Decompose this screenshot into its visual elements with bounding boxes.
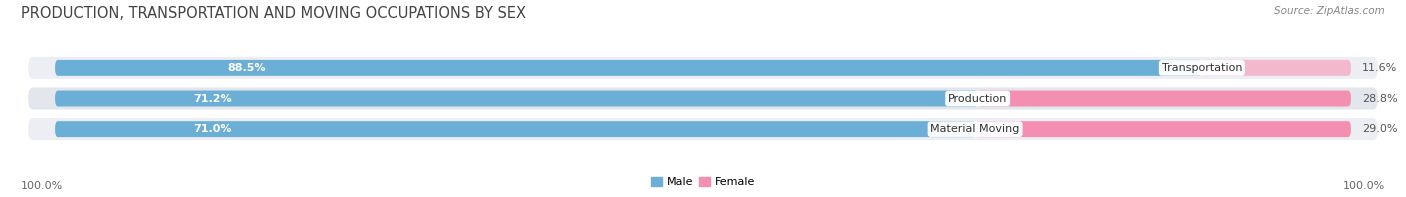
- FancyBboxPatch shape: [977, 91, 1351, 106]
- FancyBboxPatch shape: [28, 118, 1378, 140]
- Text: 100.0%: 100.0%: [21, 181, 63, 191]
- Legend: Male, Female: Male, Female: [647, 172, 759, 191]
- FancyBboxPatch shape: [55, 60, 1202, 76]
- FancyBboxPatch shape: [28, 57, 1378, 79]
- FancyBboxPatch shape: [55, 91, 977, 106]
- Text: Source: ZipAtlas.com: Source: ZipAtlas.com: [1274, 6, 1385, 16]
- FancyBboxPatch shape: [55, 121, 976, 137]
- Text: Transportation: Transportation: [1161, 63, 1241, 73]
- Text: 100.0%: 100.0%: [1343, 181, 1385, 191]
- FancyBboxPatch shape: [976, 121, 1351, 137]
- Text: 88.5%: 88.5%: [228, 63, 266, 73]
- Text: Material Moving: Material Moving: [931, 124, 1019, 134]
- Text: Production: Production: [948, 94, 1007, 103]
- Text: PRODUCTION, TRANSPORTATION AND MOVING OCCUPATIONS BY SEX: PRODUCTION, TRANSPORTATION AND MOVING OC…: [21, 6, 526, 21]
- Text: 71.2%: 71.2%: [194, 94, 232, 103]
- Text: 11.6%: 11.6%: [1361, 63, 1398, 73]
- FancyBboxPatch shape: [1201, 60, 1351, 76]
- Text: 29.0%: 29.0%: [1361, 124, 1398, 134]
- Text: 71.0%: 71.0%: [193, 124, 232, 134]
- FancyBboxPatch shape: [28, 87, 1378, 110]
- Text: 28.8%: 28.8%: [1361, 94, 1398, 103]
